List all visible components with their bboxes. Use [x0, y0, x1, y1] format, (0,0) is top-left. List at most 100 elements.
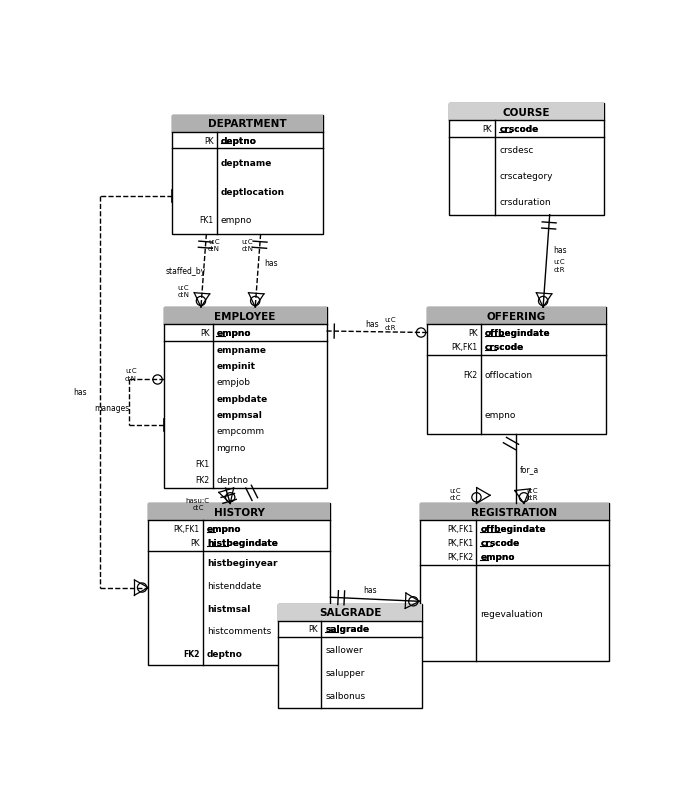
Text: empmsal: empmsal	[217, 411, 262, 419]
Text: regevaluation: regevaluation	[480, 609, 543, 618]
Text: empjob: empjob	[217, 378, 250, 387]
Text: d:C: d:C	[449, 495, 461, 500]
Text: for_a: for_a	[520, 464, 540, 474]
Text: salupper: salupper	[326, 668, 365, 677]
Text: FK2: FK2	[195, 476, 210, 484]
Text: u:C: u:C	[125, 368, 137, 374]
Text: empno: empno	[480, 553, 515, 561]
Text: PK,FK1: PK,FK1	[174, 525, 200, 533]
Text: crscode: crscode	[480, 539, 520, 548]
Text: FK1: FK1	[195, 460, 210, 468]
Text: crscode: crscode	[484, 342, 524, 351]
Text: crscode: crscode	[500, 125, 539, 134]
Text: empno: empno	[484, 411, 516, 419]
Text: crscategory: crscategory	[500, 172, 553, 181]
Bar	[449, 104, 604, 216]
Text: empno: empno	[217, 329, 251, 338]
Text: empno: empno	[221, 216, 252, 225]
Bar	[427, 308, 606, 325]
Text: empno: empno	[480, 553, 515, 561]
Text: EMPLOYEE: EMPLOYEE	[215, 311, 276, 321]
Bar	[148, 504, 331, 520]
Text: deptlocation: deptlocation	[221, 188, 285, 196]
Text: d:R: d:R	[526, 495, 538, 500]
Text: d:R: d:R	[553, 266, 565, 272]
Text: histbegindate: histbegindate	[207, 539, 277, 548]
Text: u:C: u:C	[553, 258, 565, 265]
Text: deptno: deptno	[217, 476, 248, 484]
Text: OFFERING: OFFERING	[486, 311, 546, 321]
Bar	[449, 104, 604, 121]
Bar	[164, 308, 326, 488]
Text: PK: PK	[190, 539, 200, 548]
Text: deptno: deptno	[221, 136, 257, 145]
Text: offbegindate: offbegindate	[484, 329, 550, 338]
Text: has: has	[73, 387, 87, 396]
Text: histcomments: histcomments	[207, 626, 271, 636]
Bar	[279, 604, 422, 621]
Text: crscode: crscode	[500, 125, 539, 134]
Text: PK,FK1: PK,FK1	[447, 539, 473, 548]
Bar	[427, 308, 606, 435]
Text: d:N: d:N	[125, 375, 137, 382]
Text: u:C: u:C	[449, 487, 461, 493]
Text: offbegindate: offbegindate	[480, 525, 546, 533]
Text: u:C
d:N: u:C d:N	[208, 239, 220, 252]
Text: offlocation: offlocation	[484, 371, 533, 379]
Text: offbegindate: offbegindate	[484, 329, 550, 338]
Bar	[420, 504, 609, 520]
Text: FK2: FK2	[464, 371, 477, 379]
Text: PK: PK	[468, 329, 477, 338]
Text: PK: PK	[200, 329, 210, 338]
Bar	[172, 115, 323, 235]
Text: u:C: u:C	[384, 317, 396, 323]
Text: empcomm: empcomm	[217, 427, 264, 435]
Text: PK,FK1: PK,FK1	[451, 342, 477, 351]
Text: empbdate: empbdate	[217, 395, 268, 403]
Text: u:C
d:N: u:C d:N	[178, 285, 190, 298]
Text: u:C: u:C	[526, 487, 538, 493]
Text: empinit: empinit	[217, 362, 255, 371]
Text: DEPARTMENT: DEPARTMENT	[208, 119, 286, 129]
Text: staffed_by: staffed_by	[166, 266, 206, 275]
Text: u:C
d:N: u:C d:N	[241, 239, 253, 252]
Text: SALGRADE: SALGRADE	[319, 607, 382, 618]
Text: mgrno: mgrno	[217, 444, 246, 452]
Bar	[172, 115, 323, 132]
Text: salgrade: salgrade	[326, 625, 369, 634]
Text: empno: empno	[217, 329, 251, 338]
Text: histbegindate: histbegindate	[207, 539, 277, 548]
Text: histenddate: histenddate	[207, 581, 261, 590]
Text: COURSE: COURSE	[503, 107, 550, 117]
Text: REGISTRATION: REGISTRATION	[471, 508, 558, 517]
Text: crsdesc: crsdesc	[500, 146, 533, 156]
Text: PK: PK	[204, 136, 214, 145]
Text: histbeginyear: histbeginyear	[207, 558, 277, 567]
Text: offbegindate: offbegindate	[480, 525, 546, 533]
Bar	[279, 604, 422, 707]
Text: HISTORY: HISTORY	[214, 508, 265, 517]
Text: has: has	[553, 245, 567, 254]
Text: deptname: deptname	[221, 159, 272, 168]
Text: d:R: d:R	[384, 325, 396, 330]
Text: has: has	[363, 585, 377, 594]
Text: hasu:C: hasu:C	[186, 497, 209, 503]
Text: d:C: d:C	[193, 504, 204, 511]
Bar	[148, 504, 331, 666]
Text: has: has	[264, 258, 278, 268]
Text: FK1: FK1	[199, 216, 214, 225]
Text: FK2: FK2	[184, 650, 200, 658]
Bar	[420, 504, 609, 662]
Text: sallower: sallower	[326, 645, 363, 654]
Text: salbonus: salbonus	[326, 691, 366, 700]
Text: has: has	[365, 319, 379, 328]
Text: empname: empname	[217, 345, 266, 354]
Text: histmsal: histmsal	[207, 604, 250, 613]
Text: PK,FK2: PK,FK2	[447, 553, 473, 561]
Text: PK: PK	[308, 625, 318, 634]
Text: deptno: deptno	[207, 650, 243, 658]
Text: crsduration: crsduration	[500, 198, 551, 207]
Text: salgrade: salgrade	[326, 625, 369, 634]
Text: crscode: crscode	[480, 539, 520, 548]
Text: deptno: deptno	[221, 136, 257, 145]
